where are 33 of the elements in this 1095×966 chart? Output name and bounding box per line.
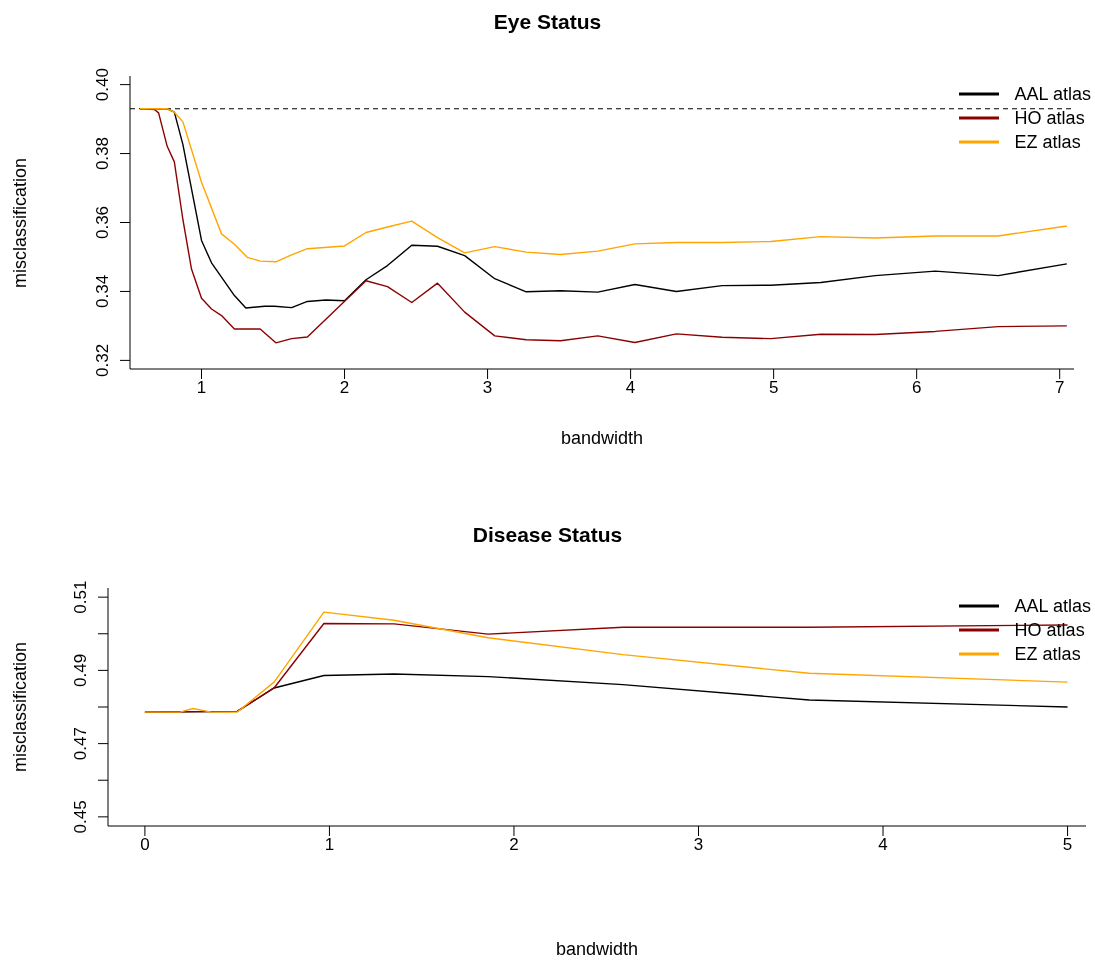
x-tick-label: 6 (911, 378, 922, 398)
legend-label: EZ atlas (1014, 643, 1081, 665)
y-tick-label: 0.47 (71, 727, 90, 761)
legend-label: HO atlas (1014, 107, 1085, 129)
y-tick-label: 0.45 (71, 800, 90, 834)
x-tick-label: 1 (196, 378, 207, 398)
x-tick-label: 5 (1062, 835, 1073, 855)
legend-label: AAL atlas (1014, 83, 1091, 105)
legend-label: EZ atlas (1014, 131, 1081, 153)
y-tick-label: 0.40 (93, 68, 112, 102)
legend-label: AAL atlas (1014, 595, 1091, 617)
x-tick-label: 3 (693, 835, 704, 855)
x-tick-label: 4 (878, 835, 888, 855)
y-tick-label: 0.38 (93, 137, 112, 171)
x-tick-label: 7 (1054, 378, 1065, 398)
x-tick-label: 1 (324, 835, 335, 855)
y-tick-label: 0.51 (71, 580, 90, 614)
x-tick-label: 5 (768, 378, 779, 398)
y-tick-label: 0.34 (93, 274, 112, 308)
x-tick-label: 4 (625, 378, 636, 398)
chart-title: Eye Status (492, 10, 603, 34)
chart-title: Disease Status (471, 523, 624, 547)
x-tick-label: 2 (339, 378, 350, 398)
y-axis-title: misclassification (9, 157, 31, 288)
x-axis-title: bandwidth (559, 428, 645, 449)
y-axis-title: misclassification (9, 641, 31, 773)
x-tick-label: 3 (482, 378, 493, 398)
x-axis-title: bandwidth (554, 939, 640, 960)
y-tick-label: 0.49 (71, 653, 90, 687)
x-tick-label: 0 (140, 835, 150, 855)
y-tick-label: 0.36 (93, 205, 112, 240)
y-tick-label: 0.32 (93, 343, 112, 377)
x-tick-label: 2 (509, 835, 519, 855)
